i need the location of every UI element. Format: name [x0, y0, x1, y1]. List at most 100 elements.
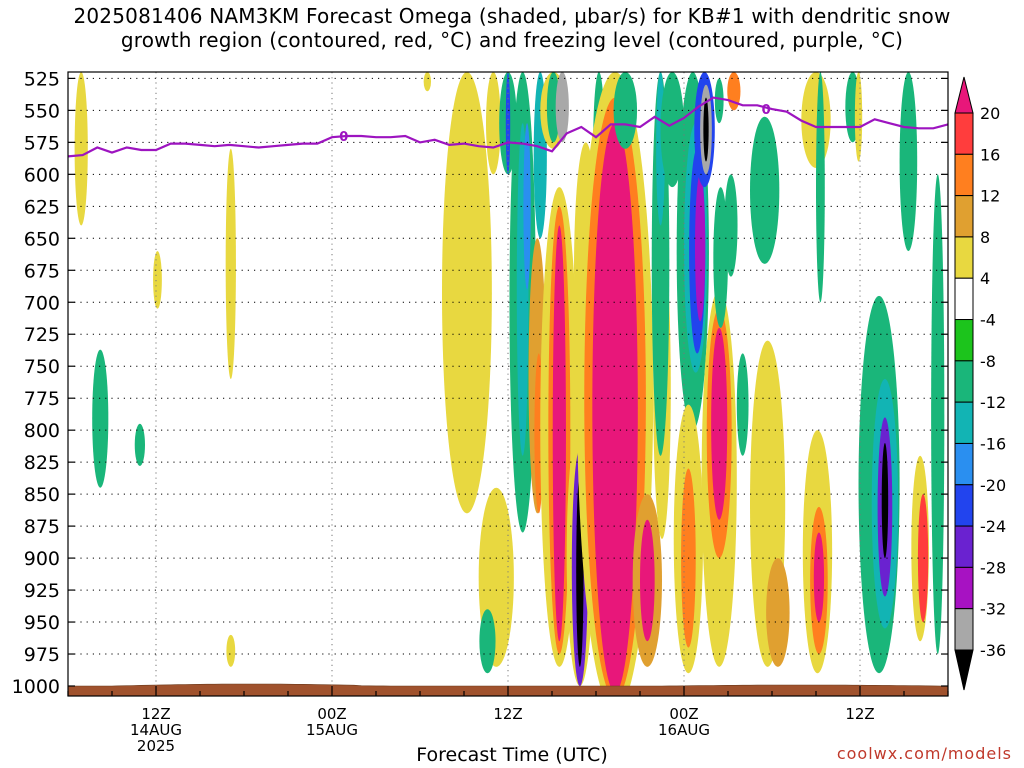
omega-cell-46 [703, 97, 709, 162]
omega-cell-60 [801, 72, 831, 168]
colorbar-swatch-9 [954, 442, 974, 486]
y-tick-label-725: 725 [24, 324, 60, 346]
colorbar-swatch-4 [954, 236, 974, 279]
omega-cell-39 [660, 72, 684, 188]
y-tick-label-775: 775 [24, 388, 60, 410]
x-axis-title: Forecast Time (UTC) [416, 744, 608, 766]
omega-cell-52 [713, 187, 729, 328]
y-tick-label-925: 925 [24, 580, 60, 602]
x-tick-label-54-0: 12Z [845, 705, 874, 723]
x-tick-label-18-0: 00Z [317, 705, 346, 723]
colorbar-label-11: -28 [980, 558, 1006, 577]
freezing-level-label-1: 0 [762, 103, 771, 118]
colorbar-bottom-arrow [954, 649, 974, 691]
omega-cell-53 [714, 78, 724, 124]
colorbar-label-4: 4 [980, 269, 990, 288]
y-tick-label-650: 650 [24, 228, 60, 250]
x-tick-label-6-0: 12Z [141, 705, 170, 723]
colorbar-label-3: 8 [980, 228, 990, 247]
omega-cell-19 [555, 72, 569, 143]
colorbar-swatch-7 [954, 360, 974, 403]
omega-cell-12 [505, 72, 511, 175]
omega-cell-64 [816, 72, 825, 303]
colorbar: 20 16 12 8 4 -4 -8 -12 -16 -20 -24 -28 -32 -36 [954, 76, 1006, 691]
x-tick-label-6-1: 14AUG [130, 721, 182, 739]
omega-cell-1 [92, 349, 109, 488]
omega-cell-71 [899, 72, 918, 252]
y-axis-pressure: 525 550 575 600 625 650 675 700 725 750 775 800 825 8… [12, 68, 948, 698]
y-tick-label-525: 525 [24, 68, 60, 90]
omega-cell-10 [486, 72, 501, 175]
colorbar-label-10: -24 [980, 517, 1006, 536]
omega-cell-24 [552, 225, 566, 642]
x-tick-label-42-1: 16AUG [658, 721, 710, 739]
y-tick-label-900: 900 [24, 548, 60, 570]
omega-cell-0 [74, 72, 88, 226]
y-tick-label-675: 675 [24, 260, 60, 282]
colorbar-label-2: 12 [980, 187, 1000, 206]
omega-cell-2 [134, 423, 145, 466]
x-tick-label-30-0: 12Z [493, 705, 522, 723]
colorbar-label-0: 20 [980, 104, 1000, 123]
omega-cell-4 [225, 148, 236, 379]
omega-cell-33 [613, 72, 638, 149]
y-tick-label-750: 750 [24, 356, 60, 378]
omega-cell-3 [153, 251, 162, 309]
colorbar-swatch-1 [954, 112, 974, 155]
colorbar-swatch-6 [954, 319, 974, 362]
colorbar-label-7: -12 [980, 393, 1006, 412]
colorbar-label-5: -4 [980, 311, 996, 330]
y-tick-label-950: 950 [24, 612, 60, 634]
y-tick-label-975: 975 [24, 644, 60, 666]
y-tick-label-1000: 1000 [12, 676, 60, 698]
colorbar-label-13: -36 [980, 641, 1006, 660]
colorbar-swatch-12 [954, 566, 974, 610]
chart-title: 2025081406 NAM3KM Forecast Omega (shaded… [0, 4, 1024, 52]
colorbar-swatch-11 [954, 525, 974, 568]
grid-layer [68, 72, 948, 696]
y-tick-label-825: 825 [24, 452, 60, 474]
chart-title-line1: 2025081406 NAM3KM Forecast Omega (shaded… [73, 4, 951, 28]
omega-cell-73 [917, 494, 929, 623]
colorbar-label-8: -16 [980, 434, 1006, 453]
omega-cell-32 [592, 123, 638, 693]
omega-cell-51 [711, 327, 728, 520]
omega-cell-5 [226, 634, 236, 667]
omega-shading-layer [74, 72, 945, 696]
colorbar-swatch-3 [954, 195, 974, 238]
x-tick-label-6-2: 2025 [137, 737, 175, 755]
site-credit: coolwx.com/models [836, 744, 1012, 763]
y-tick-label-800: 800 [24, 420, 60, 442]
freezing-level-label-0: 0 [339, 130, 348, 145]
freezing-level-layer: 00 [68, 96, 948, 158]
colorbar-label-1: 16 [980, 145, 1000, 164]
omega-cell-63 [813, 532, 825, 623]
colorbar-swatch-13 [954, 608, 974, 651]
omega-cell-6 [423, 72, 432, 92]
y-tick-label-550: 550 [24, 100, 60, 122]
colorbar-swatch-5 [954, 277, 974, 321]
colorbar-label-12: -32 [980, 600, 1006, 619]
y-tick-label-600: 600 [24, 164, 60, 186]
colorbar-swatch-8 [954, 401, 974, 444]
omega-cell-57 [750, 116, 780, 264]
omega-cell-35 [640, 519, 655, 642]
y-tick-label-575: 575 [24, 132, 60, 154]
y-tick-label-700: 700 [24, 292, 60, 314]
y-tick-label-850: 850 [24, 484, 60, 506]
freezing-level-line [68, 96, 948, 158]
omega-cell-9 [479, 609, 496, 674]
colorbar-top-arrow [954, 76, 974, 114]
colorbar-swatch-10 [954, 484, 974, 527]
chart-title-line2: growth region (contoured, red, °C) and f… [120, 28, 904, 52]
colorbar-swatch-2 [954, 153, 974, 197]
omega-cell-59 [766, 558, 790, 667]
omega-cell-54 [724, 174, 738, 277]
y-tick-label-875: 875 [24, 516, 60, 538]
colorbar-label-9: -20 [980, 476, 1006, 495]
omega-cell-66 [854, 72, 863, 162]
omega-cell-7 [442, 72, 492, 514]
y-tick-label-625: 625 [24, 196, 60, 218]
